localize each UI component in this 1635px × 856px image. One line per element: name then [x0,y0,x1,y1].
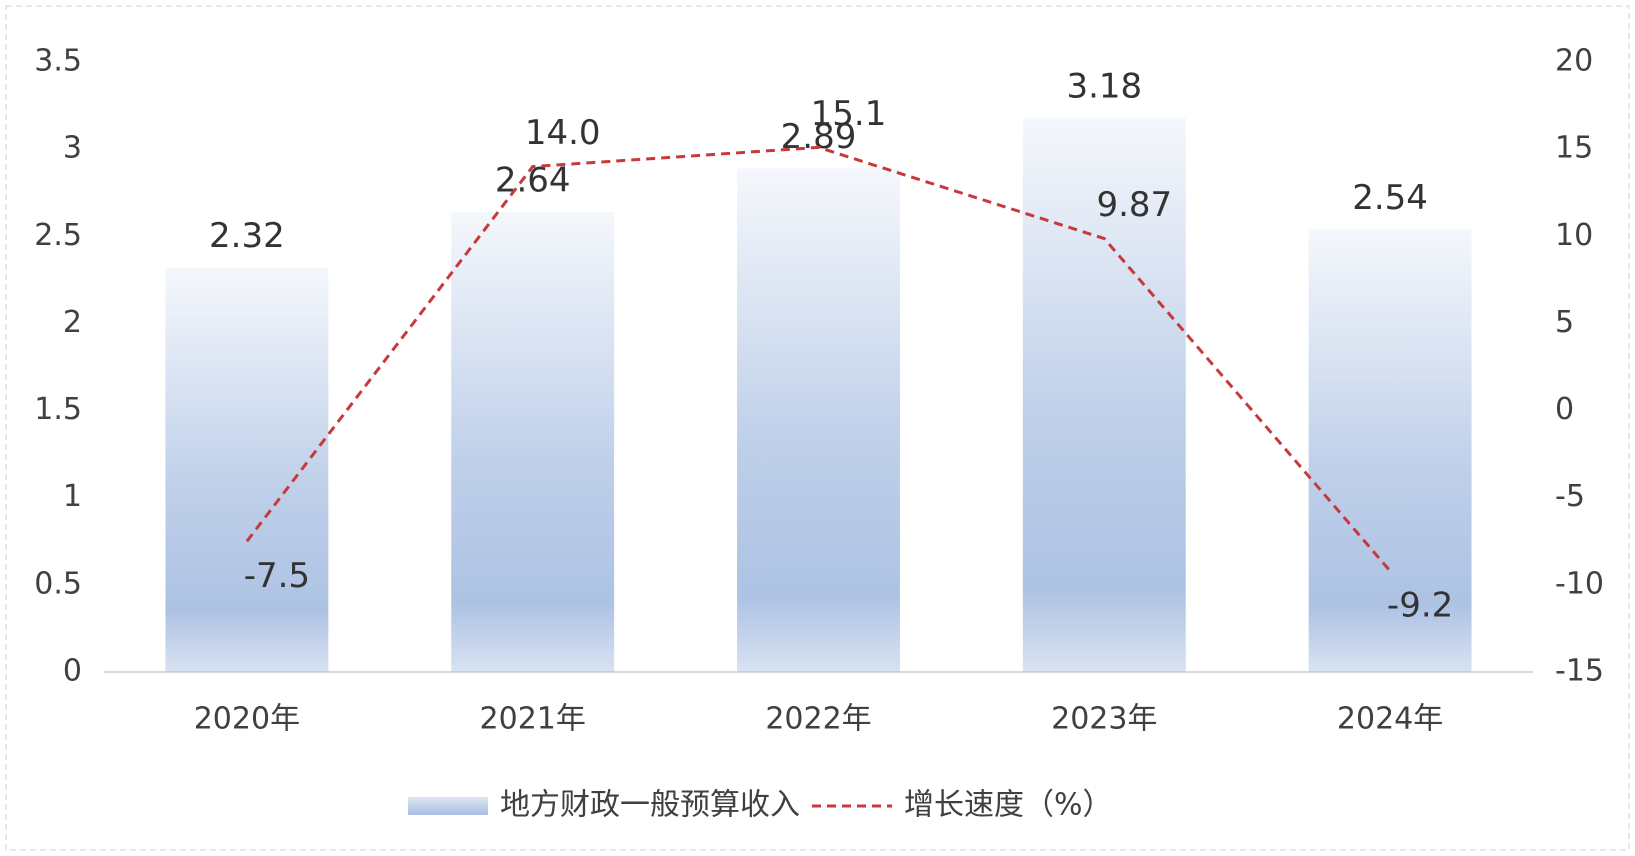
chart-border [5,5,1630,851]
y2-tick-label: 10 [1555,218,1593,253]
y-tick-label: 3.5 [34,44,82,79]
y-tick-label: 3 [63,131,82,166]
legend-swatch [408,797,488,815]
bar [451,211,615,672]
line-value-label: -7.5 [244,556,310,596]
y2-tick-label: 15 [1555,131,1593,166]
x-tick-label: 2024年 [1337,702,1443,737]
x-tick-label: 2020年 [194,702,300,737]
line-value-label: -9.2 [1387,585,1453,625]
bar [1308,229,1472,673]
line-value-label: 15.1 [811,94,887,134]
y-tick-label: 0 [63,654,82,689]
y2-tick-label: 20 [1555,44,1593,79]
x-tick-label: 2021年 [480,702,586,737]
y-tick-label: 0.5 [34,566,82,601]
y-tick-label: 1.5 [34,392,82,427]
y-tick-label: 2 [63,305,82,340]
legend-label: 地方财政一般预算收入 [500,788,800,823]
line [245,145,1392,572]
line-value-label: 9.87 [1096,185,1172,225]
bar-value-label: 2.54 [1352,178,1428,218]
bar-value-label: 2.32 [209,216,285,256]
x-tick-label: 2022年 [765,702,871,737]
y-tick-label: 2.5 [34,218,82,253]
line-value-label: 14.0 [525,113,601,153]
x-tick-label: 2023年 [1051,702,1157,737]
legend-label: 增长速度（%） [904,788,1113,823]
bar [1022,117,1186,673]
y-tick-label: 1 [63,479,82,514]
y2-tick-label: -15 [1555,654,1604,689]
y2-tick-label: -5 [1555,479,1585,514]
y2-tick-label: 0 [1555,392,1574,427]
bar [737,168,900,673]
bar-value-label: 3.18 [1066,66,1142,106]
y2-tick-label: -10 [1555,566,1604,601]
y2-tick-label: 5 [1555,305,1574,340]
bar [165,267,329,672]
bar-value-label: 2.89 [781,117,857,157]
